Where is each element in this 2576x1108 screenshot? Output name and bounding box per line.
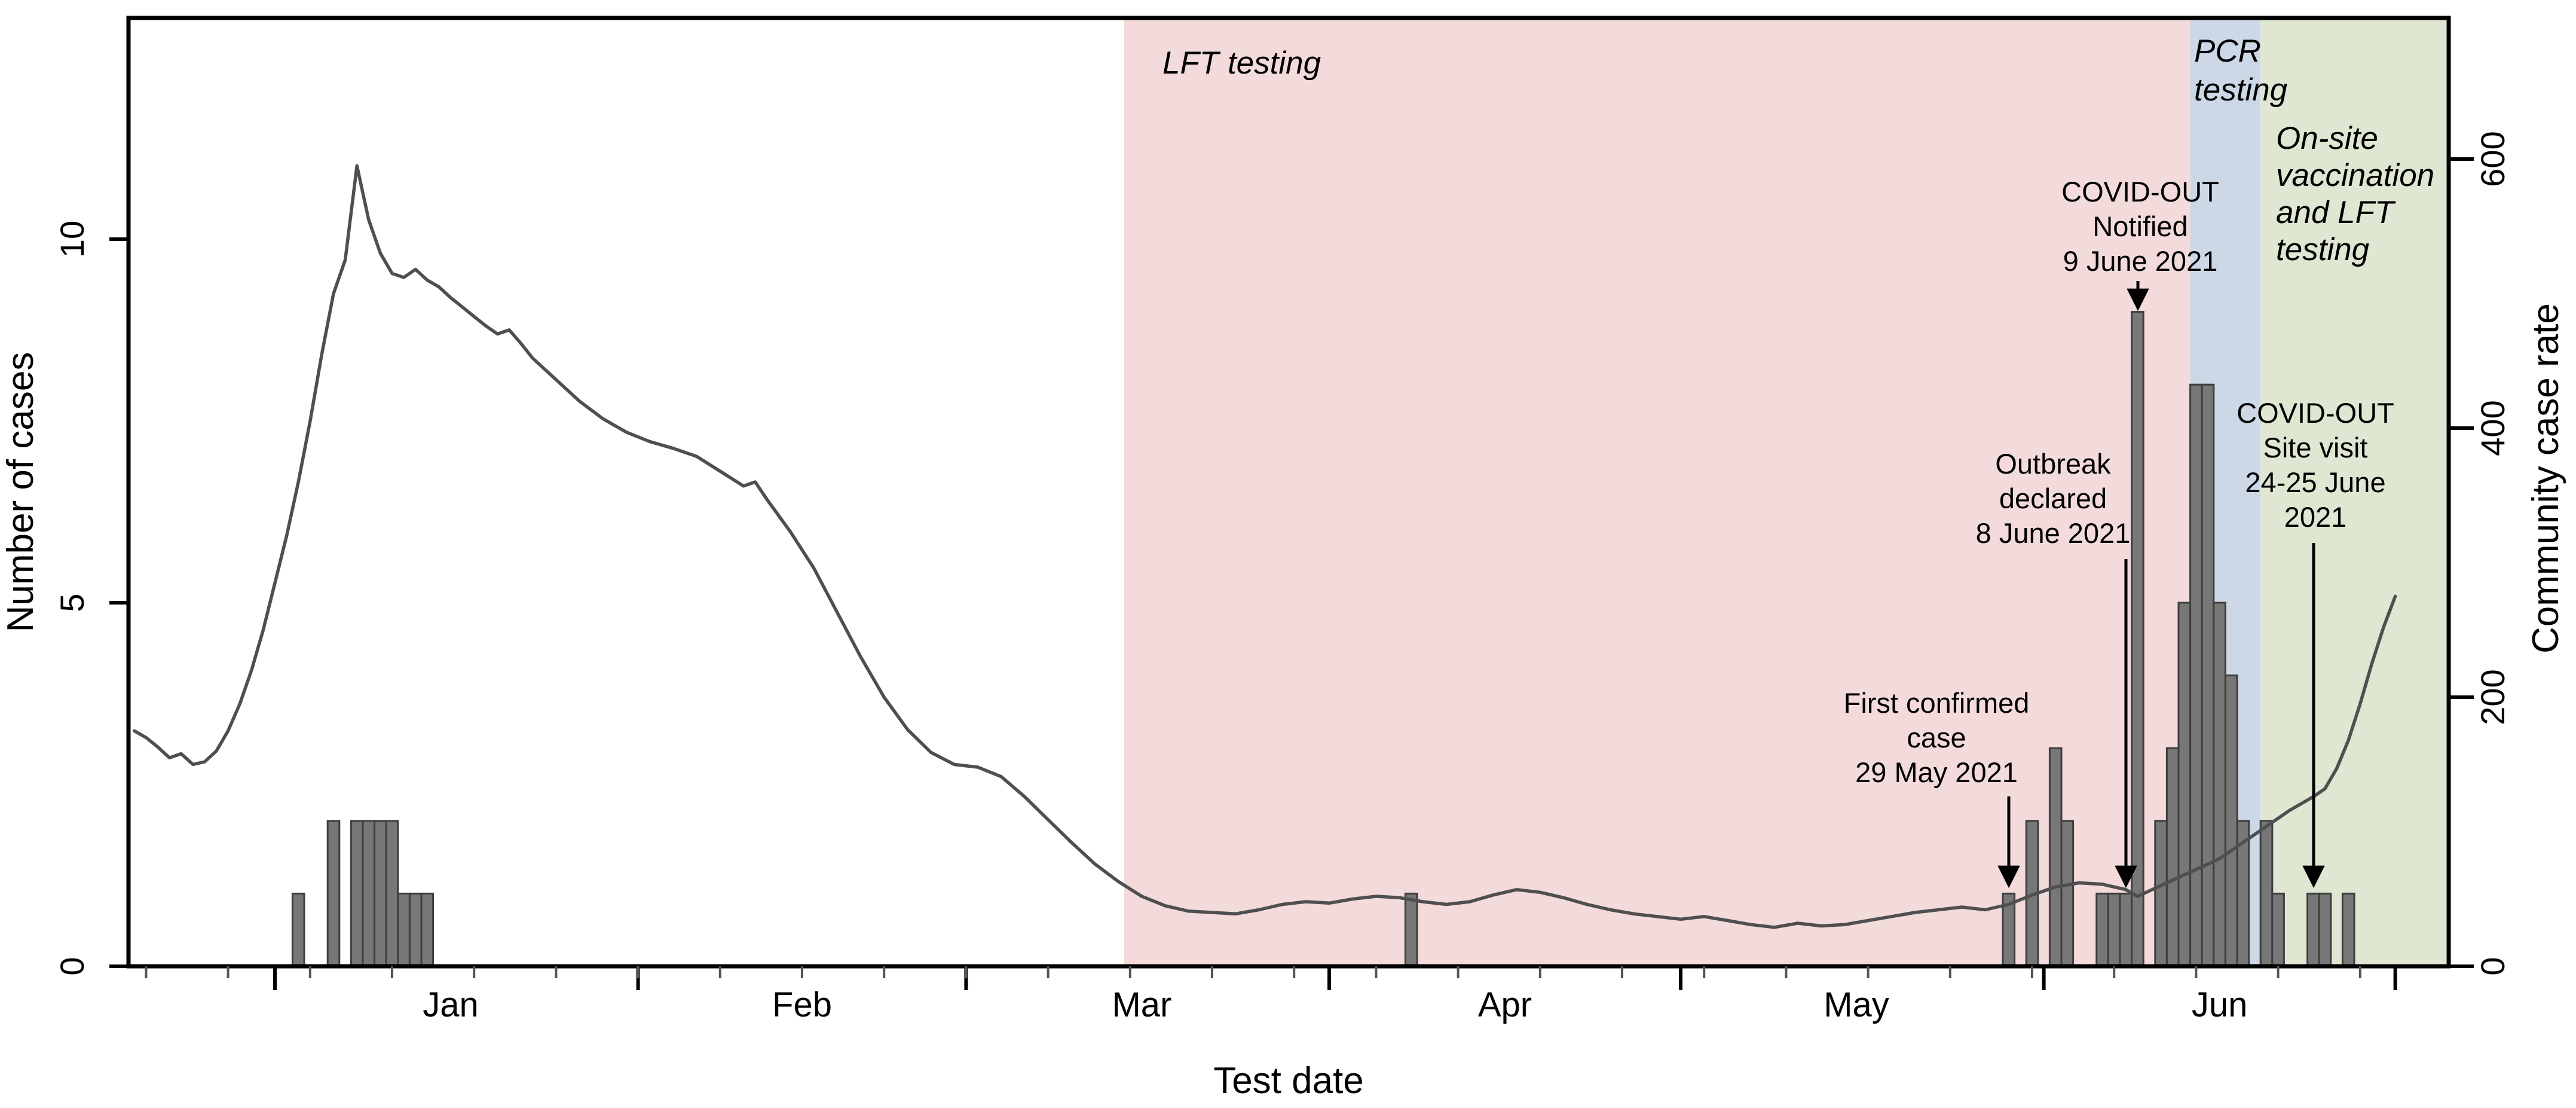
case-bar	[2119, 892, 2133, 967]
case-bar	[350, 820, 364, 967]
x-month-label: May	[1824, 985, 1889, 1024]
x-month-label: Jan	[423, 985, 479, 1024]
x-month-label: Apr	[1478, 985, 1532, 1024]
annotation-text-line: 8 June 2021	[1976, 517, 2131, 549]
community-rate-line	[133, 164, 2397, 929]
left-tick-label: 0	[53, 957, 91, 975]
left-tick-label: 5	[53, 593, 91, 612]
case-bar	[2107, 892, 2121, 967]
case-bar	[385, 820, 399, 967]
band-lft-testing	[1124, 20, 2190, 964]
annotation-text-line: Outbreak	[1995, 448, 2111, 480]
right-tick-label: 0	[2474, 957, 2511, 975]
annotation-text-line: First confirmed	[1844, 687, 2030, 719]
case-bar	[2306, 892, 2320, 967]
band-onsite-vaccination-lft-testing	[2260, 20, 2446, 964]
x-axis-title: Test date	[1213, 1060, 1364, 1101]
case-bar	[2213, 602, 2226, 967]
right-tick-label: 200	[2474, 669, 2511, 725]
right-y-axis: 0 200 400 600 Community case rate	[2449, 131, 2566, 976]
case-bar	[2131, 311, 2144, 967]
case-bar	[1404, 892, 1418, 967]
x-month-label: Mar	[1112, 985, 1171, 1024]
annotation-text-line: Notified	[2092, 210, 2188, 242]
case-bar	[291, 892, 305, 967]
case-bar	[2224, 674, 2238, 967]
band-label-line: PCR	[2194, 33, 2261, 69]
left-axis-title: Number of cases	[0, 352, 41, 633]
left-y-axis: 0 5 10 Number of cases	[0, 221, 129, 976]
annotation-text-line: COVID-OUT	[2237, 397, 2394, 429]
case-bar	[2271, 892, 2285, 967]
annotation-text-line: case	[1907, 722, 1966, 753]
case-bar	[408, 892, 423, 967]
band-label-line: and LFT	[2276, 195, 2396, 230]
annotation-text-line: 24-25 June	[2245, 466, 2385, 498]
right-axis-title: Community case rate	[2525, 303, 2566, 654]
case-bar	[2177, 602, 2192, 967]
band-label-lft-testing: LFT testing	[1162, 45, 1321, 81]
case-bar	[2060, 820, 2075, 967]
annotation-text-line: Site visit	[2263, 432, 2368, 463]
case-bar	[2095, 892, 2109, 967]
annotation-text-line: 9 June 2021	[2063, 245, 2218, 277]
case-bar	[2154, 820, 2168, 967]
annotation-text-line: 29 May 2021	[1855, 756, 2018, 788]
case-bar	[420, 892, 435, 967]
intervention-bands	[1124, 20, 2446, 964]
case-bar	[397, 892, 411, 967]
case-bar	[2048, 747, 2063, 967]
case-bar	[2201, 383, 2215, 967]
case-bar	[2189, 383, 2203, 967]
annotation-text-line: declared	[1999, 483, 2107, 514]
case-bar	[326, 820, 341, 967]
left-tick-label: 10	[53, 221, 91, 258]
annotation-text-line: COVID-OUT	[2061, 176, 2219, 207]
band-label-line: LFT testing	[1162, 45, 1321, 81]
band-label-line: testing	[2276, 232, 2370, 267]
case-bar	[2318, 892, 2332, 967]
case-bar	[374, 820, 387, 967]
right-tick-label: 400	[2474, 400, 2511, 456]
case-bar	[2341, 892, 2355, 967]
cases-bars	[291, 311, 2355, 967]
case-bar	[2165, 747, 2180, 967]
right-tick-label: 600	[2474, 131, 2511, 187]
case-bar	[2259, 820, 2274, 967]
annotation-text-line: 2021	[2284, 501, 2347, 533]
band-label-line: vaccination	[2276, 158, 2434, 193]
x-month-label: Feb	[772, 985, 832, 1024]
case-bar	[362, 820, 376, 967]
x-month-label: Jun	[2192, 985, 2248, 1024]
plot-frame	[126, 16, 2451, 969]
x-axis: Jan Feb Mar Apr May Jun Test date	[145, 966, 2397, 1101]
band-label-line: testing	[2194, 72, 2288, 108]
band-label-line: On-site	[2276, 121, 2378, 156]
